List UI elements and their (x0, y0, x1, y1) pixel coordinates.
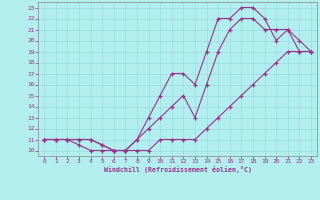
X-axis label: Windchill (Refroidissement éolien,°C): Windchill (Refroidissement éolien,°C) (104, 166, 252, 173)
